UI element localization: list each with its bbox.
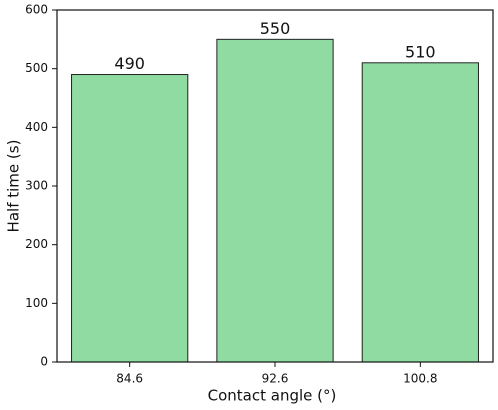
y-tick-label: 500 [25, 61, 48, 75]
y-tick-label: 100 [25, 296, 48, 310]
bar [216, 38, 334, 363]
value-label: 510 [405, 42, 436, 61]
bar [71, 74, 189, 363]
y-tick-label: 300 [25, 179, 48, 193]
plot-frame [56, 9, 494, 363]
value-label: 490 [114, 54, 145, 73]
y-tick-label: 0 [40, 355, 48, 369]
y-tick-label: 400 [25, 120, 48, 134]
x-tick-label: 92.6 [262, 372, 289, 386]
value-label: 550 [260, 19, 291, 38]
x-tick-label: 84.6 [116, 372, 143, 386]
y-axis-title: Half time (s) [5, 140, 23, 233]
bar [361, 62, 479, 363]
x-tick-label: 100.8 [403, 372, 437, 386]
x-axis-title: Contact angle (°) [208, 387, 337, 405]
y-tick-label: 200 [25, 237, 48, 251]
y-tick-label: 600 [25, 3, 48, 17]
